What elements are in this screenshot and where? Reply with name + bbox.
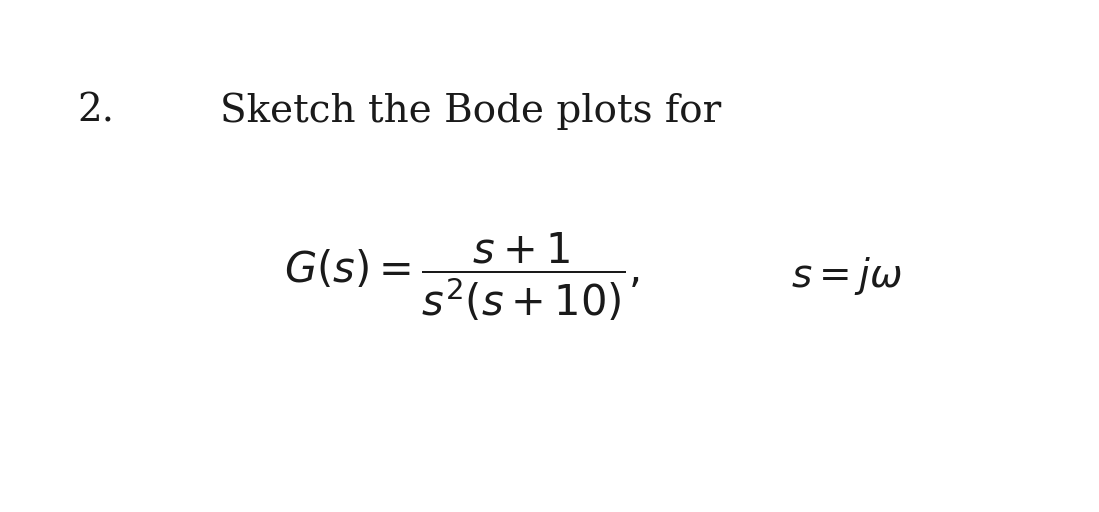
- Text: $s = j\omega$: $s = j\omega$: [791, 255, 903, 297]
- Text: $G(s) = \dfrac{s+1}{s^2(s+10)},$: $G(s) = \dfrac{s+1}{s^2(s+10)},$: [284, 230, 640, 323]
- Text: Sketch the Bode plots for: Sketch the Bode plots for: [220, 92, 721, 130]
- Text: 2.: 2.: [77, 92, 114, 129]
